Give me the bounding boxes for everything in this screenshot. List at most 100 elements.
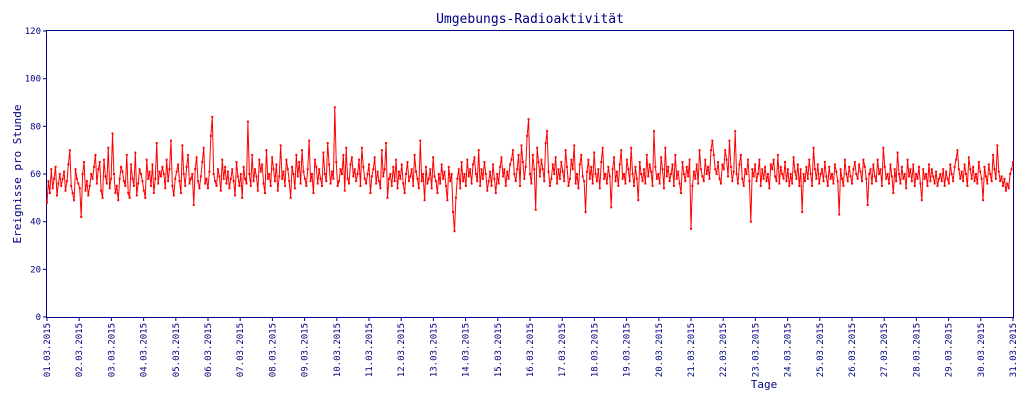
data-point (947, 182, 950, 185)
data-point (479, 184, 482, 187)
data-point (516, 168, 519, 171)
data-point (446, 199, 449, 202)
data-point (60, 184, 63, 187)
data-point (397, 170, 400, 173)
data-point (749, 220, 752, 223)
data-point (557, 168, 560, 171)
data-point (225, 182, 228, 185)
data-point (288, 180, 291, 183)
data-point (325, 180, 328, 183)
data-point (936, 184, 939, 187)
data-point (584, 211, 587, 214)
data-point (775, 180, 778, 183)
data-point (84, 189, 87, 192)
data-point (205, 177, 208, 180)
data-point (600, 161, 603, 164)
data-point (661, 168, 664, 171)
data-point (957, 168, 960, 171)
data-point (925, 173, 928, 175)
data-point (551, 163, 554, 166)
series-line (46, 107, 1014, 232)
data-point (811, 184, 814, 187)
data-point (258, 158, 261, 161)
data-point (353, 168, 356, 171)
data-point (772, 158, 775, 161)
data-point (748, 180, 751, 183)
data-point (567, 184, 570, 187)
data-point (620, 149, 623, 152)
data-point (368, 163, 370, 166)
data-point (74, 168, 77, 171)
data-point (443, 170, 446, 173)
data-point (939, 173, 942, 175)
data-point (85, 180, 88, 183)
data-point (704, 158, 707, 161)
data-point (399, 177, 402, 180)
data-point (631, 173, 634, 175)
data-point (68, 149, 71, 152)
data-point (219, 189, 222, 192)
data-point (976, 182, 979, 185)
data-point (735, 173, 738, 175)
data-point (312, 192, 315, 195)
data-point (111, 132, 114, 135)
data-point (719, 182, 722, 185)
data-point (953, 165, 956, 168)
data-point (990, 180, 993, 183)
data-point (201, 161, 204, 164)
data-point (766, 173, 769, 175)
data-point (818, 182, 821, 185)
data-point (71, 192, 74, 195)
data-point (585, 170, 588, 173)
data-point (721, 163, 724, 166)
data-point (536, 146, 539, 149)
data-point (168, 168, 171, 171)
data-point (413, 153, 416, 156)
data-point (801, 211, 804, 214)
y-tick-label: 120 (25, 27, 41, 37)
data-point (722, 168, 725, 171)
data-point (497, 182, 500, 185)
data-point (514, 180, 517, 183)
data-point (434, 180, 437, 183)
data-point (494, 192, 497, 195)
data-point (191, 173, 194, 175)
data-point (218, 175, 221, 178)
data-point (717, 161, 720, 164)
data-point (580, 153, 583, 156)
data-point (573, 144, 576, 147)
data-point (174, 177, 177, 180)
data-point (55, 194, 58, 197)
chart-title: Umgebungs-Radioaktivität (436, 12, 624, 27)
data-point (453, 230, 456, 233)
data-point (523, 177, 526, 180)
data-point (994, 177, 997, 180)
data-point (821, 168, 824, 171)
data-point (293, 187, 296, 190)
data-point (356, 173, 359, 175)
data-point (917, 165, 920, 168)
data-point (796, 163, 799, 166)
data-point (865, 177, 868, 180)
data-point (65, 180, 68, 183)
data-point (742, 184, 745, 187)
data-point (895, 180, 898, 183)
x-tick-label: 23.03.2015 (751, 323, 761, 377)
data-point (845, 173, 848, 175)
data-point (974, 173, 977, 175)
data-point (746, 158, 749, 161)
data-point (888, 182, 891, 185)
data-point (903, 173, 906, 175)
data-point (340, 173, 343, 175)
data-point (423, 199, 426, 202)
data-point (332, 177, 335, 180)
data-point (444, 184, 447, 187)
data-point (161, 165, 164, 168)
data-point (855, 173, 858, 175)
data-point (615, 170, 618, 173)
data-point (534, 208, 537, 211)
data-point (224, 165, 227, 168)
x-tick-label: 18.03.2015 (590, 323, 600, 377)
data-point (563, 180, 566, 183)
